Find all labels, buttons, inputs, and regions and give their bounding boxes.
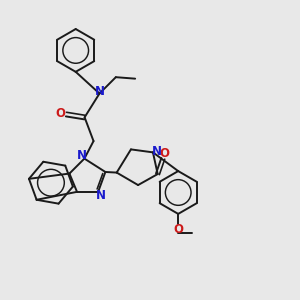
Text: O: O [55, 107, 65, 120]
Text: N: N [96, 189, 106, 202]
Text: N: N [152, 145, 162, 158]
Text: O: O [173, 223, 183, 236]
Text: N: N [77, 148, 87, 161]
Text: N: N [95, 85, 105, 98]
Text: O: O [159, 147, 169, 160]
